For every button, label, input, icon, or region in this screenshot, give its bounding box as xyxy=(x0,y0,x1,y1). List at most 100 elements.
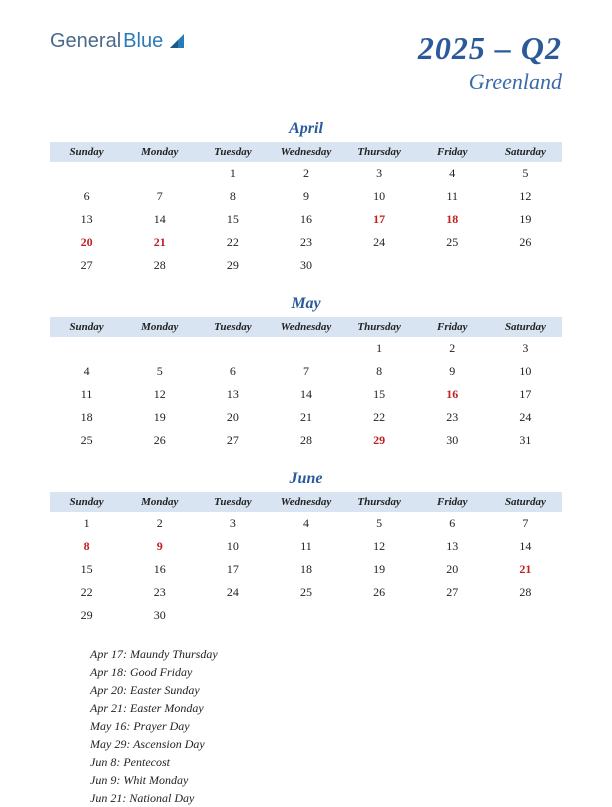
holiday-entry: Apr 21: Easter Monday xyxy=(90,699,562,717)
day-header: Friday xyxy=(416,492,489,512)
calendar-cell: 7 xyxy=(123,185,196,208)
calendar-cell xyxy=(123,162,196,185)
calendar-cell: 29 xyxy=(196,254,269,277)
calendar-row: 11121314151617 xyxy=(50,383,562,406)
day-header: Tuesday xyxy=(196,142,269,162)
calendar-cell: 8 xyxy=(50,535,123,558)
calendar-cell: 18 xyxy=(416,208,489,231)
calendar-cell: 5 xyxy=(123,360,196,383)
calendar-cell: 1 xyxy=(50,512,123,535)
calendar-cell: 19 xyxy=(343,558,416,581)
calendar-row: 891011121314 xyxy=(50,535,562,558)
day-header: Thursday xyxy=(343,142,416,162)
calendar-row: 12345 xyxy=(50,162,562,185)
calendar-cell: 23 xyxy=(269,231,342,254)
calendar-cell: 17 xyxy=(489,383,562,406)
calendar-cell: 3 xyxy=(343,162,416,185)
calendar-cell: 15 xyxy=(196,208,269,231)
day-header: Monday xyxy=(123,142,196,162)
calendar-cell: 27 xyxy=(50,254,123,277)
calendar-cell: 20 xyxy=(416,558,489,581)
calendar-row: 45678910 xyxy=(50,360,562,383)
region-name: Greenland xyxy=(418,69,562,95)
calendar-cell: 21 xyxy=(123,231,196,254)
calendar-row: 13141516171819 xyxy=(50,208,562,231)
calendar-cell: 8 xyxy=(343,360,416,383)
calendar-cell: 13 xyxy=(50,208,123,231)
calendar-cell: 15 xyxy=(50,558,123,581)
quarter-title: 2025 – Q2 xyxy=(418,30,562,67)
calendar-cell: 30 xyxy=(416,429,489,452)
calendar-cell: 17 xyxy=(196,558,269,581)
calendar-cell: 2 xyxy=(416,337,489,360)
calendar-table: SundayMondayTuesdayWednesdayThursdayFrid… xyxy=(50,492,562,627)
calendar-cell xyxy=(416,604,489,627)
calendar-cell: 28 xyxy=(269,429,342,452)
calendar-cell xyxy=(416,254,489,277)
calendar-cell: 1 xyxy=(343,337,416,360)
calendar-cell xyxy=(196,337,269,360)
calendar-cell: 5 xyxy=(343,512,416,535)
calendar-table: SundayMondayTuesdayWednesdayThursdayFrid… xyxy=(50,142,562,277)
calendar-cell: 23 xyxy=(123,581,196,604)
calendar-cell: 24 xyxy=(343,231,416,254)
day-header: Thursday xyxy=(343,317,416,337)
title-block: 2025 – Q2 Greenland xyxy=(418,30,562,95)
calendar-cell: 7 xyxy=(489,512,562,535)
calendar-row: 22232425262728 xyxy=(50,581,562,604)
calendar-cell xyxy=(343,254,416,277)
month-block: April SundayMondayTuesdayWednesdayThursda… xyxy=(50,120,562,277)
calendar-cell: 23 xyxy=(416,406,489,429)
holidays-list: Apr 17: Maundy ThursdayApr 18: Good Frid… xyxy=(50,645,562,807)
calendar-cell: 21 xyxy=(269,406,342,429)
calendar-cell: 22 xyxy=(50,581,123,604)
calendar-cell: 2 xyxy=(269,162,342,185)
calendar-cell: 2 xyxy=(123,512,196,535)
day-header: Saturday xyxy=(489,492,562,512)
calendar-cell: 30 xyxy=(269,254,342,277)
holiday-entry: Apr 18: Good Friday xyxy=(90,663,562,681)
day-header: Monday xyxy=(123,317,196,337)
logo: General Blue xyxy=(50,30,186,55)
calendar-row: 6789101112 xyxy=(50,185,562,208)
calendar-cell: 4 xyxy=(269,512,342,535)
calendar-cell: 16 xyxy=(269,208,342,231)
calendar-cell: 20 xyxy=(196,406,269,429)
calendar-table: SundayMondayTuesdayWednesdayThursdayFrid… xyxy=(50,317,562,452)
day-header: Saturday xyxy=(489,142,562,162)
calendar-cell: 14 xyxy=(123,208,196,231)
month-name: April xyxy=(50,120,562,138)
calendar-cell: 27 xyxy=(196,429,269,452)
calendar-cell: 6 xyxy=(50,185,123,208)
calendar-cell: 29 xyxy=(343,429,416,452)
calendar-cell: 16 xyxy=(123,558,196,581)
holiday-entry: May 16: Prayer Day xyxy=(90,717,562,735)
calendar-cell xyxy=(123,337,196,360)
logo-text-blue: Blue xyxy=(123,30,163,53)
month-block: MaySundayMondayTuesdayWednesdayThursdayF… xyxy=(50,295,562,452)
day-header: Saturday xyxy=(489,317,562,337)
calendar-cell xyxy=(50,162,123,185)
day-header: Friday xyxy=(416,317,489,337)
header: General Blue 2025 – Q2 Greenland xyxy=(50,30,562,95)
calendar-cell: 13 xyxy=(416,535,489,558)
calendar-row: 27282930 xyxy=(50,254,562,277)
calendar-cell: 25 xyxy=(269,581,342,604)
day-header: Friday xyxy=(416,142,489,162)
calendar-cell: 13 xyxy=(196,383,269,406)
month-block: JuneSundayMondayTuesdayWednesdayThursday… xyxy=(50,470,562,627)
calendar-cell: 16 xyxy=(416,383,489,406)
day-header: Tuesday xyxy=(196,492,269,512)
calendar-cell: 7 xyxy=(269,360,342,383)
calendar-cell: 24 xyxy=(489,406,562,429)
holiday-entry: Jun 9: Whit Monday xyxy=(90,771,562,789)
day-header: Monday xyxy=(123,492,196,512)
calendar-cell: 24 xyxy=(196,581,269,604)
calendar-cell: 3 xyxy=(489,337,562,360)
calendar-cell: 30 xyxy=(123,604,196,627)
calendar-cell xyxy=(269,604,342,627)
holiday-entry: Apr 20: Easter Sunday xyxy=(90,681,562,699)
logo-triangle-icon xyxy=(168,32,186,55)
calendar-cell: 17 xyxy=(343,208,416,231)
calendar-cell: 31 xyxy=(489,429,562,452)
